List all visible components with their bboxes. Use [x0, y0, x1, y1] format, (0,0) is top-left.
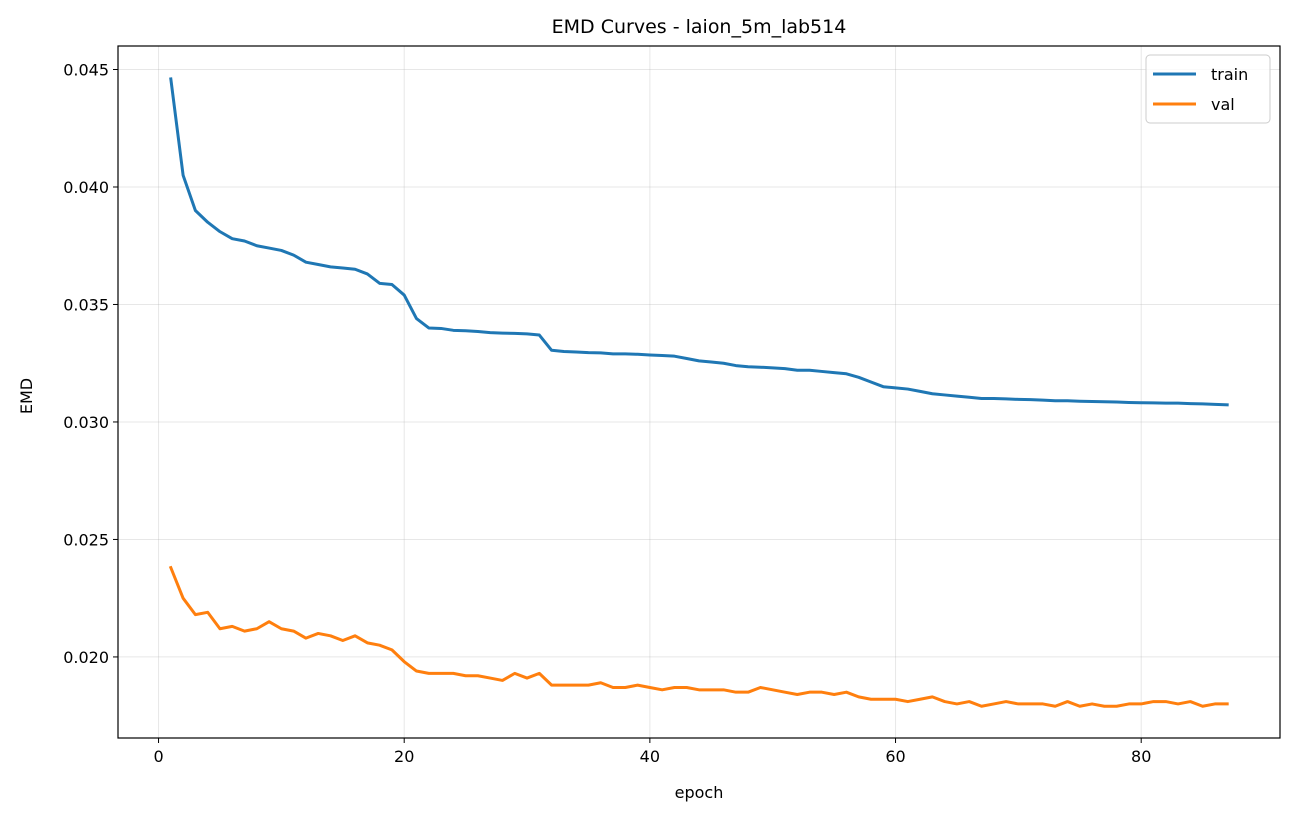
grid-lines — [118, 46, 1280, 738]
x-tick-label: 40 — [640, 747, 660, 766]
y-tick-label: 0.045 — [63, 60, 109, 79]
y-axis-ticks: 0.020 0.025 0.030 0.035 0.040 0.045 — [63, 60, 118, 667]
y-tick-label: 0.020 — [63, 648, 109, 667]
plot-area-frame — [117, 45, 1281, 739]
chart-title: EMD Curves - laion_5m_lab514 — [552, 16, 847, 38]
legend-label-val: val — [1211, 95, 1235, 114]
legend: train val — [1145, 54, 1271, 124]
y-axis-label: EMD — [17, 378, 36, 414]
x-axis-ticks: 0 20 40 60 80 — [153, 738, 1151, 766]
y-tick-label: 0.030 — [63, 413, 109, 432]
y-tick-label: 0.040 — [63, 178, 109, 197]
x-tick-label: 60 — [885, 747, 905, 766]
y-tick-label: 0.035 — [63, 295, 109, 314]
legend-box — [1145, 54, 1271, 124]
x-axis-label: epoch — [675, 783, 724, 802]
legend-label-train: train — [1211, 65, 1248, 84]
x-tick-label: 80 — [1131, 747, 1151, 766]
series-line-train — [169, 77, 1229, 407]
y-tick-label: 0.025 — [63, 530, 109, 549]
x-tick-label: 20 — [394, 747, 414, 766]
series-line-val — [168, 565, 1229, 708]
series-lines — [168, 77, 1229, 708]
x-tick-label: 0 — [153, 747, 163, 766]
